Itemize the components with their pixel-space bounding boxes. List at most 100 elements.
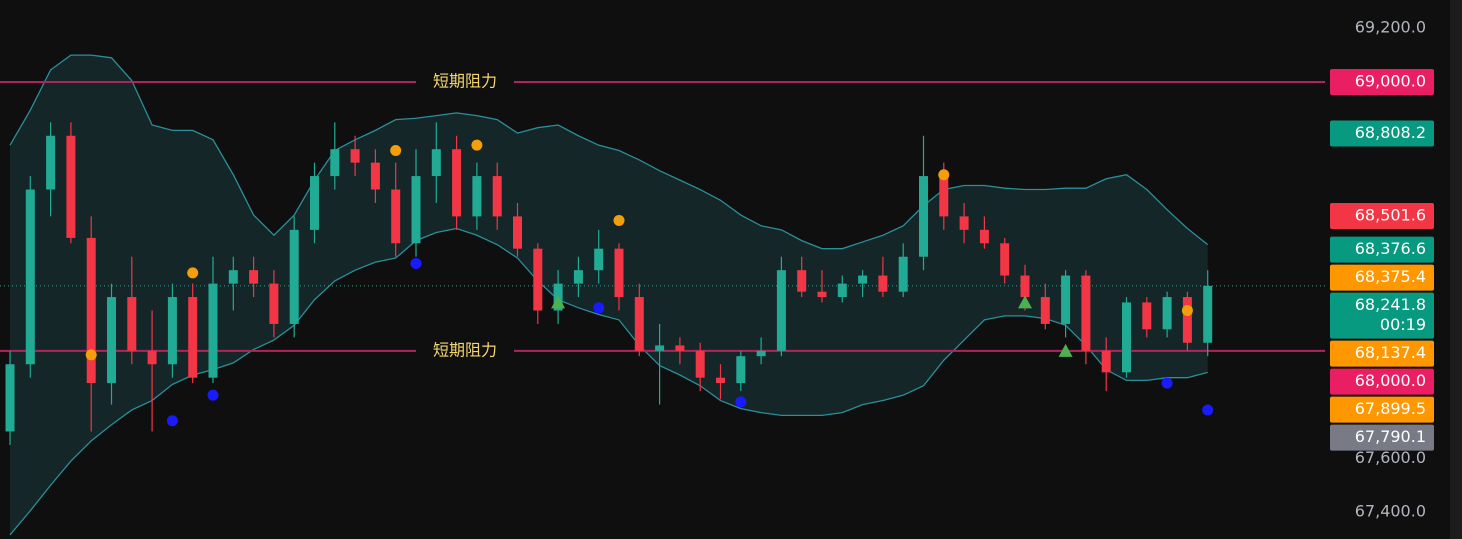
candle-body [228, 270, 238, 284]
price-label: 68,137.4 [1355, 343, 1426, 362]
price-label: 68,241.8 [1355, 295, 1426, 314]
candle-body [817, 291, 827, 298]
price-label-box [1330, 368, 1434, 395]
signal-dot [593, 302, 605, 314]
signal-dot [1181, 304, 1193, 316]
candle-body [1020, 275, 1030, 298]
resistance-label-bg [416, 69, 514, 94]
candle-body [1182, 297, 1192, 343]
candle-body [533, 248, 543, 311]
candle-body [1040, 297, 1050, 324]
candle-body [1142, 302, 1152, 330]
candle-body [614, 248, 624, 298]
candle-body [573, 270, 583, 284]
band-fill [10, 55, 1208, 535]
signal-dot [85, 349, 97, 361]
candle-body [127, 297, 137, 351]
signal-triangle [1058, 343, 1073, 357]
signal-dot [390, 145, 402, 157]
candle-body [1081, 275, 1091, 351]
candle-body [797, 270, 807, 292]
y-tick-label: 69,200.0 [1355, 18, 1426, 37]
signal-triangle [1018, 295, 1032, 309]
candle-body [289, 229, 299, 324]
price-axis: 69,200.0 67,600.0 67,400.0 69,000.0 68,808.2… [1330, 18, 1434, 521]
candle-body [66, 135, 76, 238]
candle-body [1101, 350, 1111, 373]
candle-body [837, 283, 847, 298]
price-label-box [1330, 396, 1434, 423]
signal-dot [207, 389, 219, 401]
candle-body [776, 270, 786, 351]
candle-body [452, 149, 462, 217]
candle-body [391, 189, 401, 244]
candle-body [979, 229, 989, 244]
candle-body [919, 176, 928, 257]
candle-body [1162, 297, 1172, 330]
candle-body [46, 135, 56, 190]
signal-dot [471, 139, 483, 151]
price-label-box [1330, 202, 1434, 229]
candle-body [370, 162, 380, 190]
candle-body [1122, 302, 1131, 373]
candle-body [310, 176, 319, 230]
signal-triangle [551, 295, 566, 309]
price-countdown: 00:19 [1380, 315, 1426, 334]
candle-body [208, 283, 218, 378]
candle-body [675, 345, 685, 351]
candle-body [594, 248, 604, 271]
candle-body [350, 149, 360, 163]
candle-body [634, 297, 644, 351]
price-label: 68,501.6 [1355, 205, 1426, 224]
y-tick-label: 67,400.0 [1355, 502, 1426, 521]
price-label-box [1330, 236, 1434, 263]
price-label-box [1330, 120, 1434, 147]
signal-dot [410, 257, 422, 269]
candle-body [431, 149, 441, 177]
candle-body [939, 176, 949, 217]
resistance-label-bg [416, 338, 514, 363]
signal-dot [1161, 377, 1173, 389]
signal-dot [735, 396, 747, 408]
candle-body [107, 297, 116, 384]
price-label: 68,808.2 [1355, 123, 1426, 142]
candle-body [736, 356, 746, 384]
candle-body [86, 237, 96, 384]
signal-dot [1202, 404, 1214, 416]
price-label: 68,375.4 [1355, 267, 1426, 286]
price-label-box [1330, 292, 1434, 339]
price-label: 68,376.6 [1355, 239, 1426, 258]
price-label: 69,000.0 [1355, 71, 1426, 90]
candle-body [188, 297, 198, 378]
signal-dot [187, 267, 199, 279]
candle-body [492, 176, 502, 217]
signal-dot [938, 169, 950, 181]
resistance-label: 短期阻力 [433, 340, 497, 359]
candle-body [411, 176, 421, 244]
candle-body [959, 216, 969, 230]
price-label: 67,899.5 [1355, 399, 1426, 418]
price-label-box [1330, 340, 1434, 367]
candle-body [472, 176, 482, 217]
candle-body [330, 149, 340, 177]
candle-body [5, 364, 15, 432]
candle-body [898, 256, 908, 292]
candle-body [147, 350, 157, 365]
candle-body [1061, 275, 1071, 324]
candle-body [1203, 285, 1213, 343]
candle-body [716, 377, 725, 384]
price-label-box [1330, 68, 1434, 95]
candle-body [756, 350, 766, 357]
candle-body [655, 345, 665, 351]
resistance-label: 短期阻力 [433, 71, 497, 90]
candle-body [1000, 243, 1010, 276]
candle-body [513, 216, 522, 249]
price-label-box [1330, 264, 1434, 291]
candle-body [167, 297, 177, 365]
signal-dot [166, 415, 178, 427]
price-label-box [1330, 424, 1434, 451]
candle-body [269, 283, 279, 324]
y-tick-label: 67,600.0 [1355, 448, 1426, 467]
